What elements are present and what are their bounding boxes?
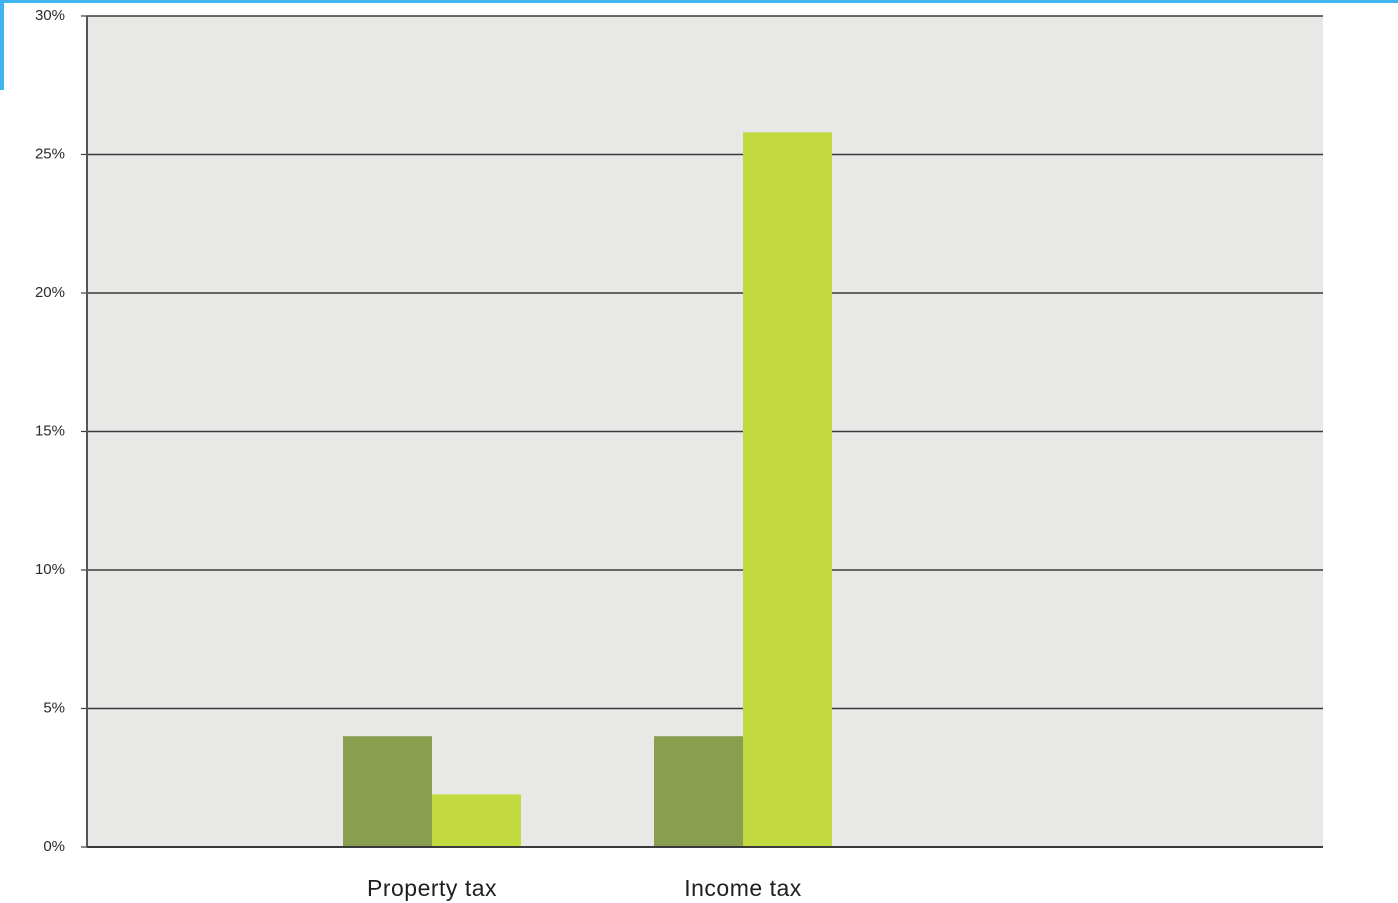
y-tick-label: 0% [43, 838, 65, 855]
x-category-label: Property tax [367, 875, 497, 901]
y-tick-label: 25% [35, 146, 65, 163]
y-tick-label: 15% [35, 423, 65, 440]
bar-property-tax-series-2 [432, 794, 521, 847]
frame-top-accent [0, 0, 1398, 3]
bar-property-tax-series-1 [343, 736, 432, 847]
axes [86, 16, 1323, 848]
y-tick-label: 20% [35, 284, 65, 301]
x-category-label: Income tax [684, 875, 802, 901]
y-tick-label: 5% [43, 700, 65, 717]
y-tick-labels: 0% 5% 10% 15% 20% 25% 30% [35, 7, 65, 855]
bar-income-tax-series-1 [654, 736, 743, 847]
y-tick-label: 10% [35, 561, 65, 578]
y-tick-label: 30% [35, 7, 65, 24]
bar-income-tax-series-2 [743, 132, 832, 848]
x-category-labels: Property tax Income tax [367, 875, 802, 901]
bars [343, 132, 832, 848]
frame-left-accent [0, 0, 4, 90]
